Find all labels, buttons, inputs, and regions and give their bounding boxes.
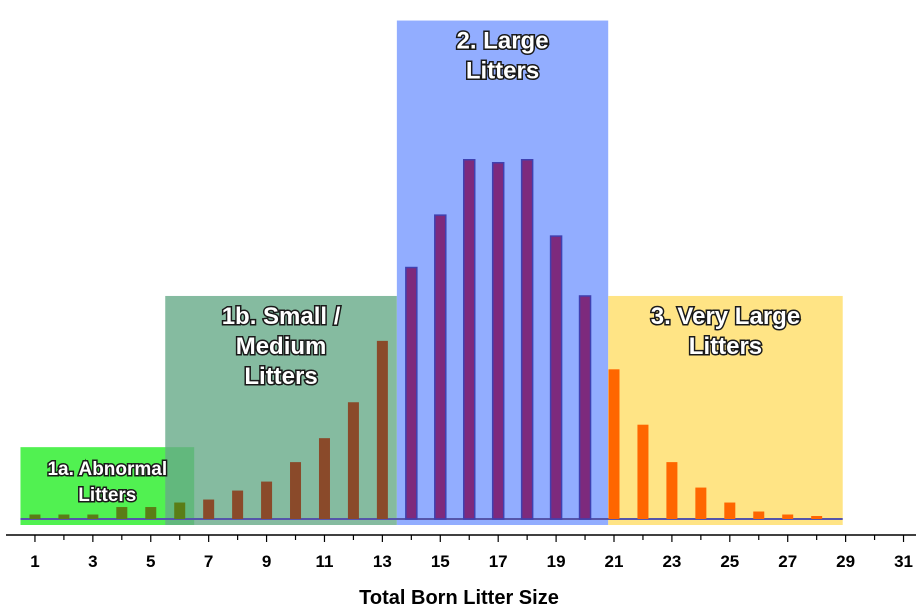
region-label-small-line-3: Litters xyxy=(244,363,317,390)
x-tick-label-7: 7 xyxy=(204,552,213,571)
bar-27 xyxy=(782,514,794,519)
bar-9 xyxy=(261,481,273,519)
bar-10 xyxy=(290,462,302,519)
region-label-abnormal-line-2: Litters xyxy=(78,485,136,506)
bar-5 xyxy=(145,507,157,519)
bar-24 xyxy=(695,487,707,519)
region-abnormal xyxy=(20,447,195,525)
x-tick-label-27: 27 xyxy=(778,552,797,571)
bar-18 xyxy=(520,159,534,520)
region-label-verylarge-line-2: Litters xyxy=(689,333,762,360)
bar-11 xyxy=(318,438,330,519)
x-tick-label-17: 17 xyxy=(489,552,508,571)
x-tick-label-15: 15 xyxy=(431,552,450,571)
region-label-small-line-1: 1b. Small / xyxy=(222,303,341,330)
bar-23 xyxy=(666,462,678,519)
region-label-large-line-1: 2. Large xyxy=(457,28,549,55)
x-tick-label-25: 25 xyxy=(720,552,739,571)
bar-15 xyxy=(434,214,447,520)
bar-21 xyxy=(608,369,620,519)
bar-14 xyxy=(405,266,418,520)
bars xyxy=(29,159,823,520)
x-tick-label-31: 31 xyxy=(894,552,913,571)
bar-4 xyxy=(116,507,128,519)
region-label-large-line-2: Litters xyxy=(466,58,539,85)
bar-22 xyxy=(637,424,649,519)
bar-26 xyxy=(753,511,765,519)
x-tick-label-9: 9 xyxy=(262,552,271,571)
x-tick-label-3: 3 xyxy=(88,552,97,571)
bar-17 xyxy=(491,161,505,520)
bar-20 xyxy=(578,295,592,520)
region-label-small-line-2: Medium xyxy=(236,333,327,360)
bar-12 xyxy=(347,402,359,519)
bar-6 xyxy=(174,502,186,519)
bar-25 xyxy=(724,502,736,519)
x-tick-label-13: 13 xyxy=(373,552,392,571)
x-tick-label-11: 11 xyxy=(315,552,333,571)
x-tick-label-29: 29 xyxy=(836,552,855,571)
bar-7 xyxy=(203,499,215,519)
bar-28 xyxy=(811,516,823,519)
bar-1 xyxy=(29,514,41,519)
region-small xyxy=(165,295,397,525)
x-axis-title: Total Born Litter Size xyxy=(359,587,559,609)
x-tick-label-21: 21 xyxy=(605,552,624,571)
x-tick-label-1: 1 xyxy=(30,552,39,571)
x-tick-label-19: 19 xyxy=(547,552,566,571)
bar-3 xyxy=(87,514,99,519)
bar-13 xyxy=(376,340,388,519)
bar-19 xyxy=(549,235,563,520)
x-axis-ticks: 1 3 5 7 9 11 13 15 17 19 21 23 25 27 29 31 xyxy=(30,535,913,571)
region-backgrounds xyxy=(20,20,843,526)
region-labels: 1a. Abnormal Litters 1b. Small / Medium Litt… xyxy=(46,26,802,508)
bar-16 xyxy=(462,159,476,520)
region-label-abnormal-line-1: 1a. Abnormal xyxy=(47,459,167,480)
x-tick-label-23: 23 xyxy=(662,552,681,571)
x-tick-label-5: 5 xyxy=(146,552,155,571)
bar-8 xyxy=(232,490,244,519)
region-label-verylarge-line-1: 3. Very Large xyxy=(651,303,800,330)
bar-2 xyxy=(58,514,70,519)
